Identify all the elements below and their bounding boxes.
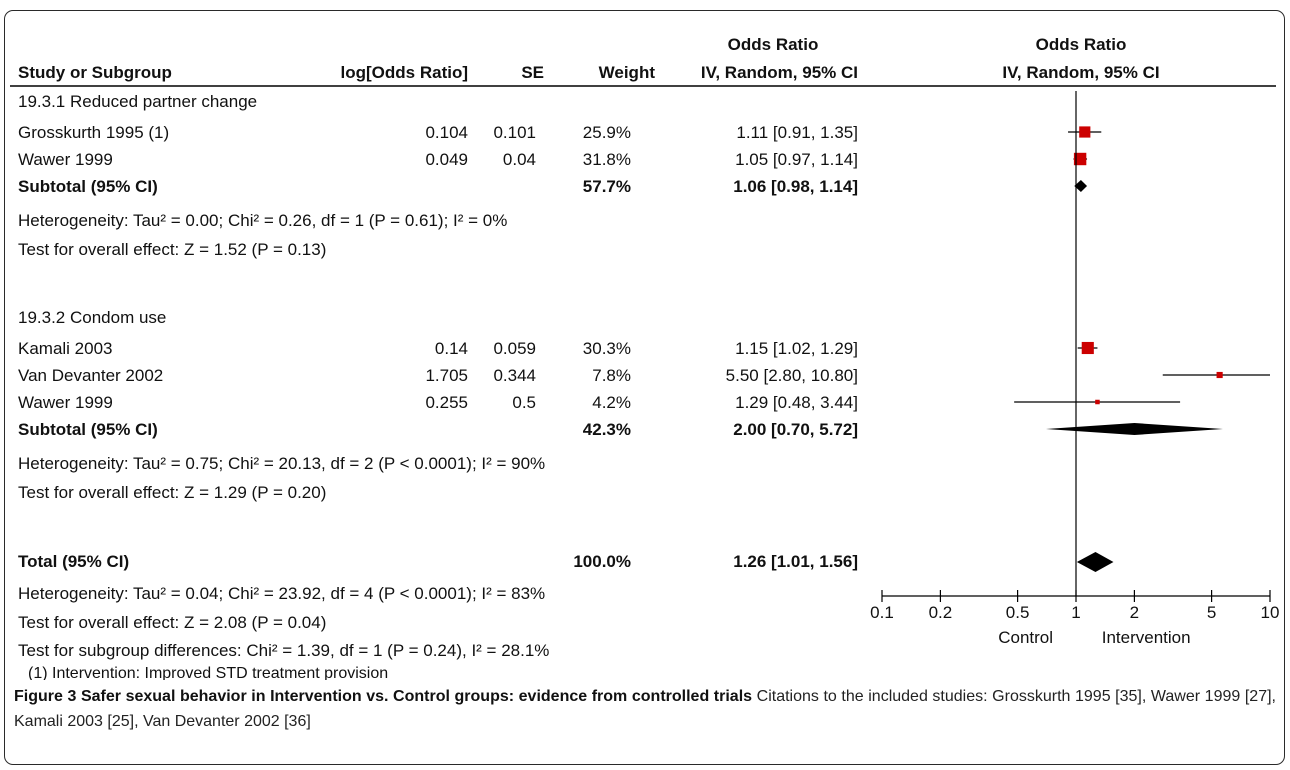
header-plot-ci: IV, Random, 95% CI	[1002, 63, 1159, 82]
study-ci: 1.15 [1.02, 1.29]	[735, 339, 858, 358]
header-odds-ratio-1: Odds Ratio	[728, 35, 819, 54]
total-heterogeneity-text: Heterogeneity: Tau² = 0.04; Chi² = 23.92…	[18, 584, 545, 603]
total-ci: 1.26 [1.01, 1.56]	[733, 552, 858, 571]
x-axis-tick-label: 0.1	[870, 603, 894, 622]
total-weight: 100.0%	[573, 552, 631, 571]
study-marker	[1081, 341, 1094, 355]
subtotal-ci: 2.00 [0.70, 5.72]	[733, 420, 858, 439]
x-axis-tick-label: 5	[1207, 603, 1216, 622]
study-log-or: 0.14	[435, 339, 468, 358]
study-name: Wawer 1999	[18, 393, 113, 412]
study-weight: 7.8%	[592, 366, 631, 385]
header-ci: IV, Random, 95% CI	[701, 63, 858, 82]
header-study: Study or Subgroup	[18, 63, 172, 82]
header-odds-ratio-2: Odds Ratio	[1036, 35, 1127, 54]
subgroup-differences-text: Test for subgroup differences: Chi² = 1.…	[18, 641, 549, 660]
study-marker	[1095, 399, 1100, 405]
overall-effect-text: Test for overall effect: Z = 1.52 (P = 0…	[18, 240, 326, 259]
study-log-or: 0.255	[425, 393, 468, 412]
heterogeneity-text: Heterogeneity: Tau² = 0.00; Chi² = 0.26,…	[18, 211, 507, 230]
header-log-odds-ratio: log[Odds Ratio]	[341, 63, 468, 82]
subgroup-title: 19.3.1 Reduced partner change	[18, 92, 257, 111]
study-log-or: 0.104	[425, 123, 468, 142]
study-weight: 30.3%	[583, 339, 631, 358]
heterogeneity-text: Heterogeneity: Tau² = 0.75; Chi² = 20.13…	[18, 454, 545, 473]
header-se: SE	[521, 63, 544, 82]
subtotal-label: Subtotal (95% CI)	[18, 420, 158, 439]
x-axis-tick-label: 0.2	[929, 603, 953, 622]
forest-plot: Odds Ratio Odds Ratio Study or Subgroup log…	[10, 35, 1280, 680]
x-axis-tick-label: 10	[1261, 603, 1280, 622]
study-log-or: 0.049	[425, 150, 468, 169]
x-axis-left-label: Control	[998, 628, 1053, 647]
study-ci: 5.50 [2.80, 10.80]	[726, 366, 858, 385]
total-overall-effect-text: Test for overall effect: Z = 2.08 (P = 0…	[18, 613, 326, 632]
x-axis-tick-label: 1	[1071, 603, 1080, 622]
footnote: (1) Intervention: Improved STD treatment…	[28, 665, 388, 680]
study-ci: 1.11 [0.91, 1.35]	[736, 123, 858, 142]
subtotal-weight: 57.7%	[583, 177, 631, 196]
figure-caption: Figure 3 Safer sexual behavior in Interv…	[14, 684, 1276, 734]
study-ci: 1.29 [0.48, 3.44]	[735, 393, 858, 412]
subtotal-label: Subtotal (95% CI)	[18, 177, 158, 196]
study-marker	[1079, 126, 1091, 138]
study-ci: 1.05 [0.97, 1.14]	[735, 150, 858, 169]
figure-frame	[4, 10, 1285, 765]
study-se: 0.5	[512, 393, 536, 412]
total-label: Total (95% CI)	[18, 552, 129, 571]
subtotal-diamond	[1074, 180, 1088, 192]
study-se: 0.344	[493, 366, 536, 385]
study-log-or: 1.705	[425, 366, 468, 385]
header-weight: Weight	[599, 63, 656, 82]
total-diamond	[1076, 552, 1114, 572]
study-weight: 25.9%	[583, 123, 631, 142]
overall-effect-text: Test for overall effect: Z = 1.29 (P = 0…	[18, 483, 326, 502]
x-axis-tick-label: 0.5	[1006, 603, 1030, 622]
study-name: Wawer 1999	[18, 150, 113, 169]
x-axis-right-label: Intervention	[1102, 628, 1191, 647]
subtotal-diamond	[1045, 423, 1223, 435]
subtotal-weight: 42.3%	[583, 420, 631, 439]
study-name: Van Devanter 2002	[18, 366, 163, 385]
caption-text: Citations to the included studies: Gross…	[14, 688, 1276, 730]
study-se: 0.04	[503, 150, 536, 169]
study-weight: 31.8%	[583, 150, 631, 169]
study-weight: 4.2%	[592, 393, 631, 412]
subtotal-ci: 1.06 [0.98, 1.14]	[733, 177, 858, 196]
study-se: 0.059	[493, 339, 536, 358]
study-marker	[1216, 371, 1223, 379]
subgroup-title: 19.3.2 Condom use	[18, 308, 166, 327]
study-marker	[1073, 152, 1087, 166]
x-axis-tick-label: 2	[1130, 603, 1139, 622]
study-se: 0.101	[493, 123, 536, 142]
study-name: Kamali 2003	[18, 339, 113, 358]
study-name: Grosskurth 1995 (1)	[18, 123, 169, 142]
caption-title: Figure 3 Safer sexual behavior in Interv…	[14, 688, 753, 705]
